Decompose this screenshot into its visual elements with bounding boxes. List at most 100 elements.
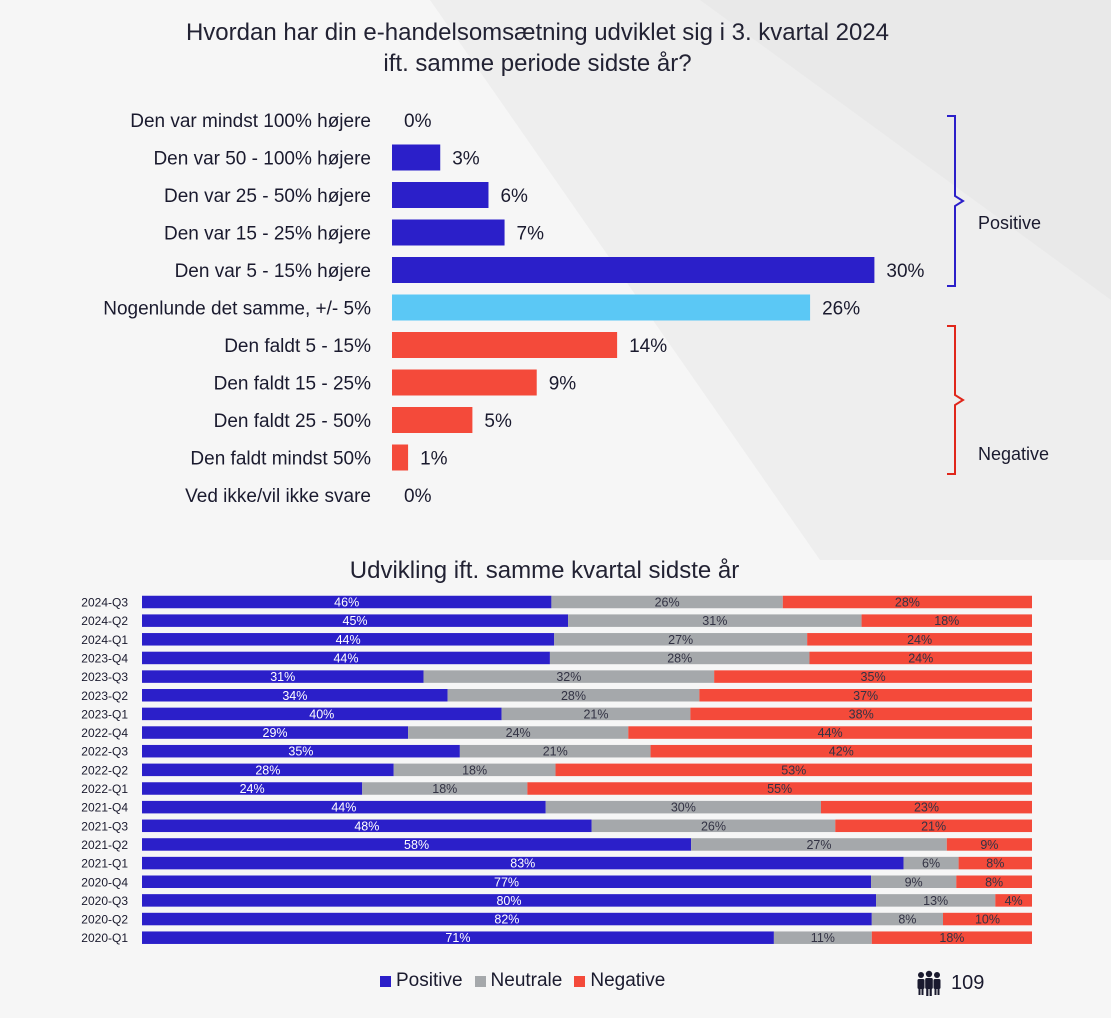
- page-number-block: 109: [915, 970, 984, 996]
- bar: [392, 144, 441, 171]
- segment-value-label: 77%: [494, 875, 519, 889]
- segment-value-label: 18%: [462, 763, 487, 777]
- segment-value-label: 34%: [282, 689, 307, 703]
- category-label: Den var mindst 100% højere: [130, 111, 371, 132]
- segment-value-label: 48%: [354, 819, 379, 833]
- period-label: 2020-Q2: [81, 913, 128, 927]
- stack-segment-negative: [809, 651, 1032, 665]
- stack-segment-neutrale: [871, 912, 943, 926]
- segment-value-label: 6%: [922, 857, 940, 871]
- stack-segment-neutrale: [871, 875, 957, 888]
- stack-segment-negative: [958, 856, 1032, 870]
- stack-segment-negative: [946, 838, 1032, 851]
- stack-segment-neutrale: [459, 744, 651, 758]
- stack-segment-negative: [807, 633, 1032, 646]
- category-label: Den faldt 15 - 25%: [214, 374, 371, 395]
- stack-segment-negative: [555, 763, 1032, 777]
- category-label: Den var 50 - 100% højere: [153, 149, 371, 170]
- stack-segment-neutrale: [691, 838, 947, 851]
- segment-value-label: 31%: [270, 670, 295, 684]
- segment-value-label: 53%: [781, 763, 806, 777]
- stack-segment-positive: [142, 689, 448, 702]
- bar: [392, 332, 618, 358]
- legend-label-negative: Negative: [590, 970, 666, 991]
- segment-value-label: 35%: [288, 745, 313, 759]
- stack-segment-positive: [142, 651, 550, 665]
- stack-segment-neutrale: [545, 800, 821, 814]
- period-label: 2022-Q3: [81, 745, 128, 759]
- stack-segment-neutrale: [408, 726, 629, 739]
- legend-item-negative: Negative: [574, 970, 665, 992]
- chart-title-line-1: Hvordan har din e-handelsomsætning udvik…: [185, 19, 890, 46]
- bar: [392, 294, 811, 321]
- trend-stacked-bar-chart: 2024-Q3 46% 26% 28% 2024-Q2 45% 31% 18% 2024-Q1 4…: [81, 595, 1032, 945]
- stack-segment-neutrale: [551, 595, 783, 609]
- stack-segment-positive: [142, 894, 877, 907]
- stack-segment-negative: [835, 819, 1032, 833]
- period-label: 2020-Q3: [81, 894, 128, 908]
- stack-segment-positive: [142, 707, 502, 721]
- value-label: 0%: [404, 486, 432, 507]
- stack-segment-negative: [995, 894, 1032, 907]
- value-label: 26%: [822, 299, 860, 320]
- stack-segment-neutrale: [549, 651, 810, 665]
- segment-value-label: 55%: [767, 782, 792, 796]
- stack-segment-positive: [142, 782, 363, 795]
- segment-value-label: 71%: [445, 931, 470, 945]
- segment-value-label: 9%: [905, 875, 923, 889]
- period-label: 2023-Q1: [81, 707, 128, 721]
- segment-value-label: 45%: [343, 614, 368, 628]
- stack-segment-positive: [142, 931, 774, 944]
- segment-value-label: 28%: [895, 596, 920, 610]
- distribution-bar-chart: Den var mindst 100% højere 0% Den var 50 -…: [103, 111, 1049, 507]
- stack-segment-negative: [820, 800, 1032, 814]
- value-label: 30%: [886, 261, 924, 282]
- period-label: 2024-Q2: [81, 614, 128, 628]
- segment-value-label: 18%: [934, 614, 959, 628]
- stack-segment-positive: [142, 800, 546, 814]
- negative-group-label: Negative: [978, 444, 1049, 464]
- category-label: Ved ikke/vil ikke svare: [185, 486, 371, 507]
- value-label: 6%: [500, 186, 528, 207]
- value-label: 3%: [452, 149, 480, 170]
- segment-value-label: 26%: [701, 819, 726, 833]
- stack-segment-negative: [714, 670, 1032, 683]
- value-label: 5%: [484, 411, 512, 432]
- segment-value-label: 11%: [811, 931, 835, 945]
- segment-value-label: 44%: [333, 651, 358, 665]
- period-label: 2021-Q4: [81, 801, 128, 815]
- segment-value-label: 27%: [668, 633, 693, 647]
- stack-segment-positive: [142, 633, 555, 646]
- legend-swatch-negative: [574, 975, 586, 987]
- negative-bracket: [947, 325, 965, 475]
- legend-label-positive: Positive: [396, 970, 463, 991]
- segment-value-label: 13%: [923, 894, 948, 908]
- chart-title-line-2: ift. samme periode sidste år?: [383, 50, 692, 77]
- stack-segment-positive: [142, 614, 569, 627]
- value-label: 0%: [404, 111, 432, 132]
- period-label: 2020-Q1: [81, 931, 128, 945]
- segment-value-label: 58%: [404, 838, 429, 852]
- segment-value-label: 18%: [432, 782, 457, 796]
- segment-value-label: 32%: [556, 670, 581, 684]
- segment-value-label: 44%: [336, 633, 361, 647]
- segment-value-label: 35%: [861, 670, 886, 684]
- legend-swatch-positive: [380, 975, 391, 987]
- legend-item-positive: Positive: [380, 970, 463, 992]
- legend-item-neutral: Neutrale: [474, 970, 562, 992]
- positive-bracket: [947, 115, 965, 287]
- period-label: 2020-Q4: [81, 875, 128, 889]
- segment-value-label: 23%: [914, 801, 939, 815]
- stack-segment-positive: [142, 856, 904, 870]
- segment-value-label: 21%: [921, 819, 946, 833]
- stack-segment-positive: [142, 819, 592, 833]
- value-label: 7%: [517, 224, 545, 245]
- stack-segment-negative: [871, 931, 1032, 944]
- segment-value-label: 24%: [908, 651, 933, 665]
- category-label: Den faldt 25 - 50%: [214, 411, 371, 432]
- stack-segment-neutrale: [554, 633, 808, 646]
- legend-swatch-neutral: [474, 975, 486, 987]
- period-label: 2023-Q2: [81, 689, 128, 703]
- bar: [392, 407, 473, 433]
- stack-segment-positive: [142, 912, 872, 926]
